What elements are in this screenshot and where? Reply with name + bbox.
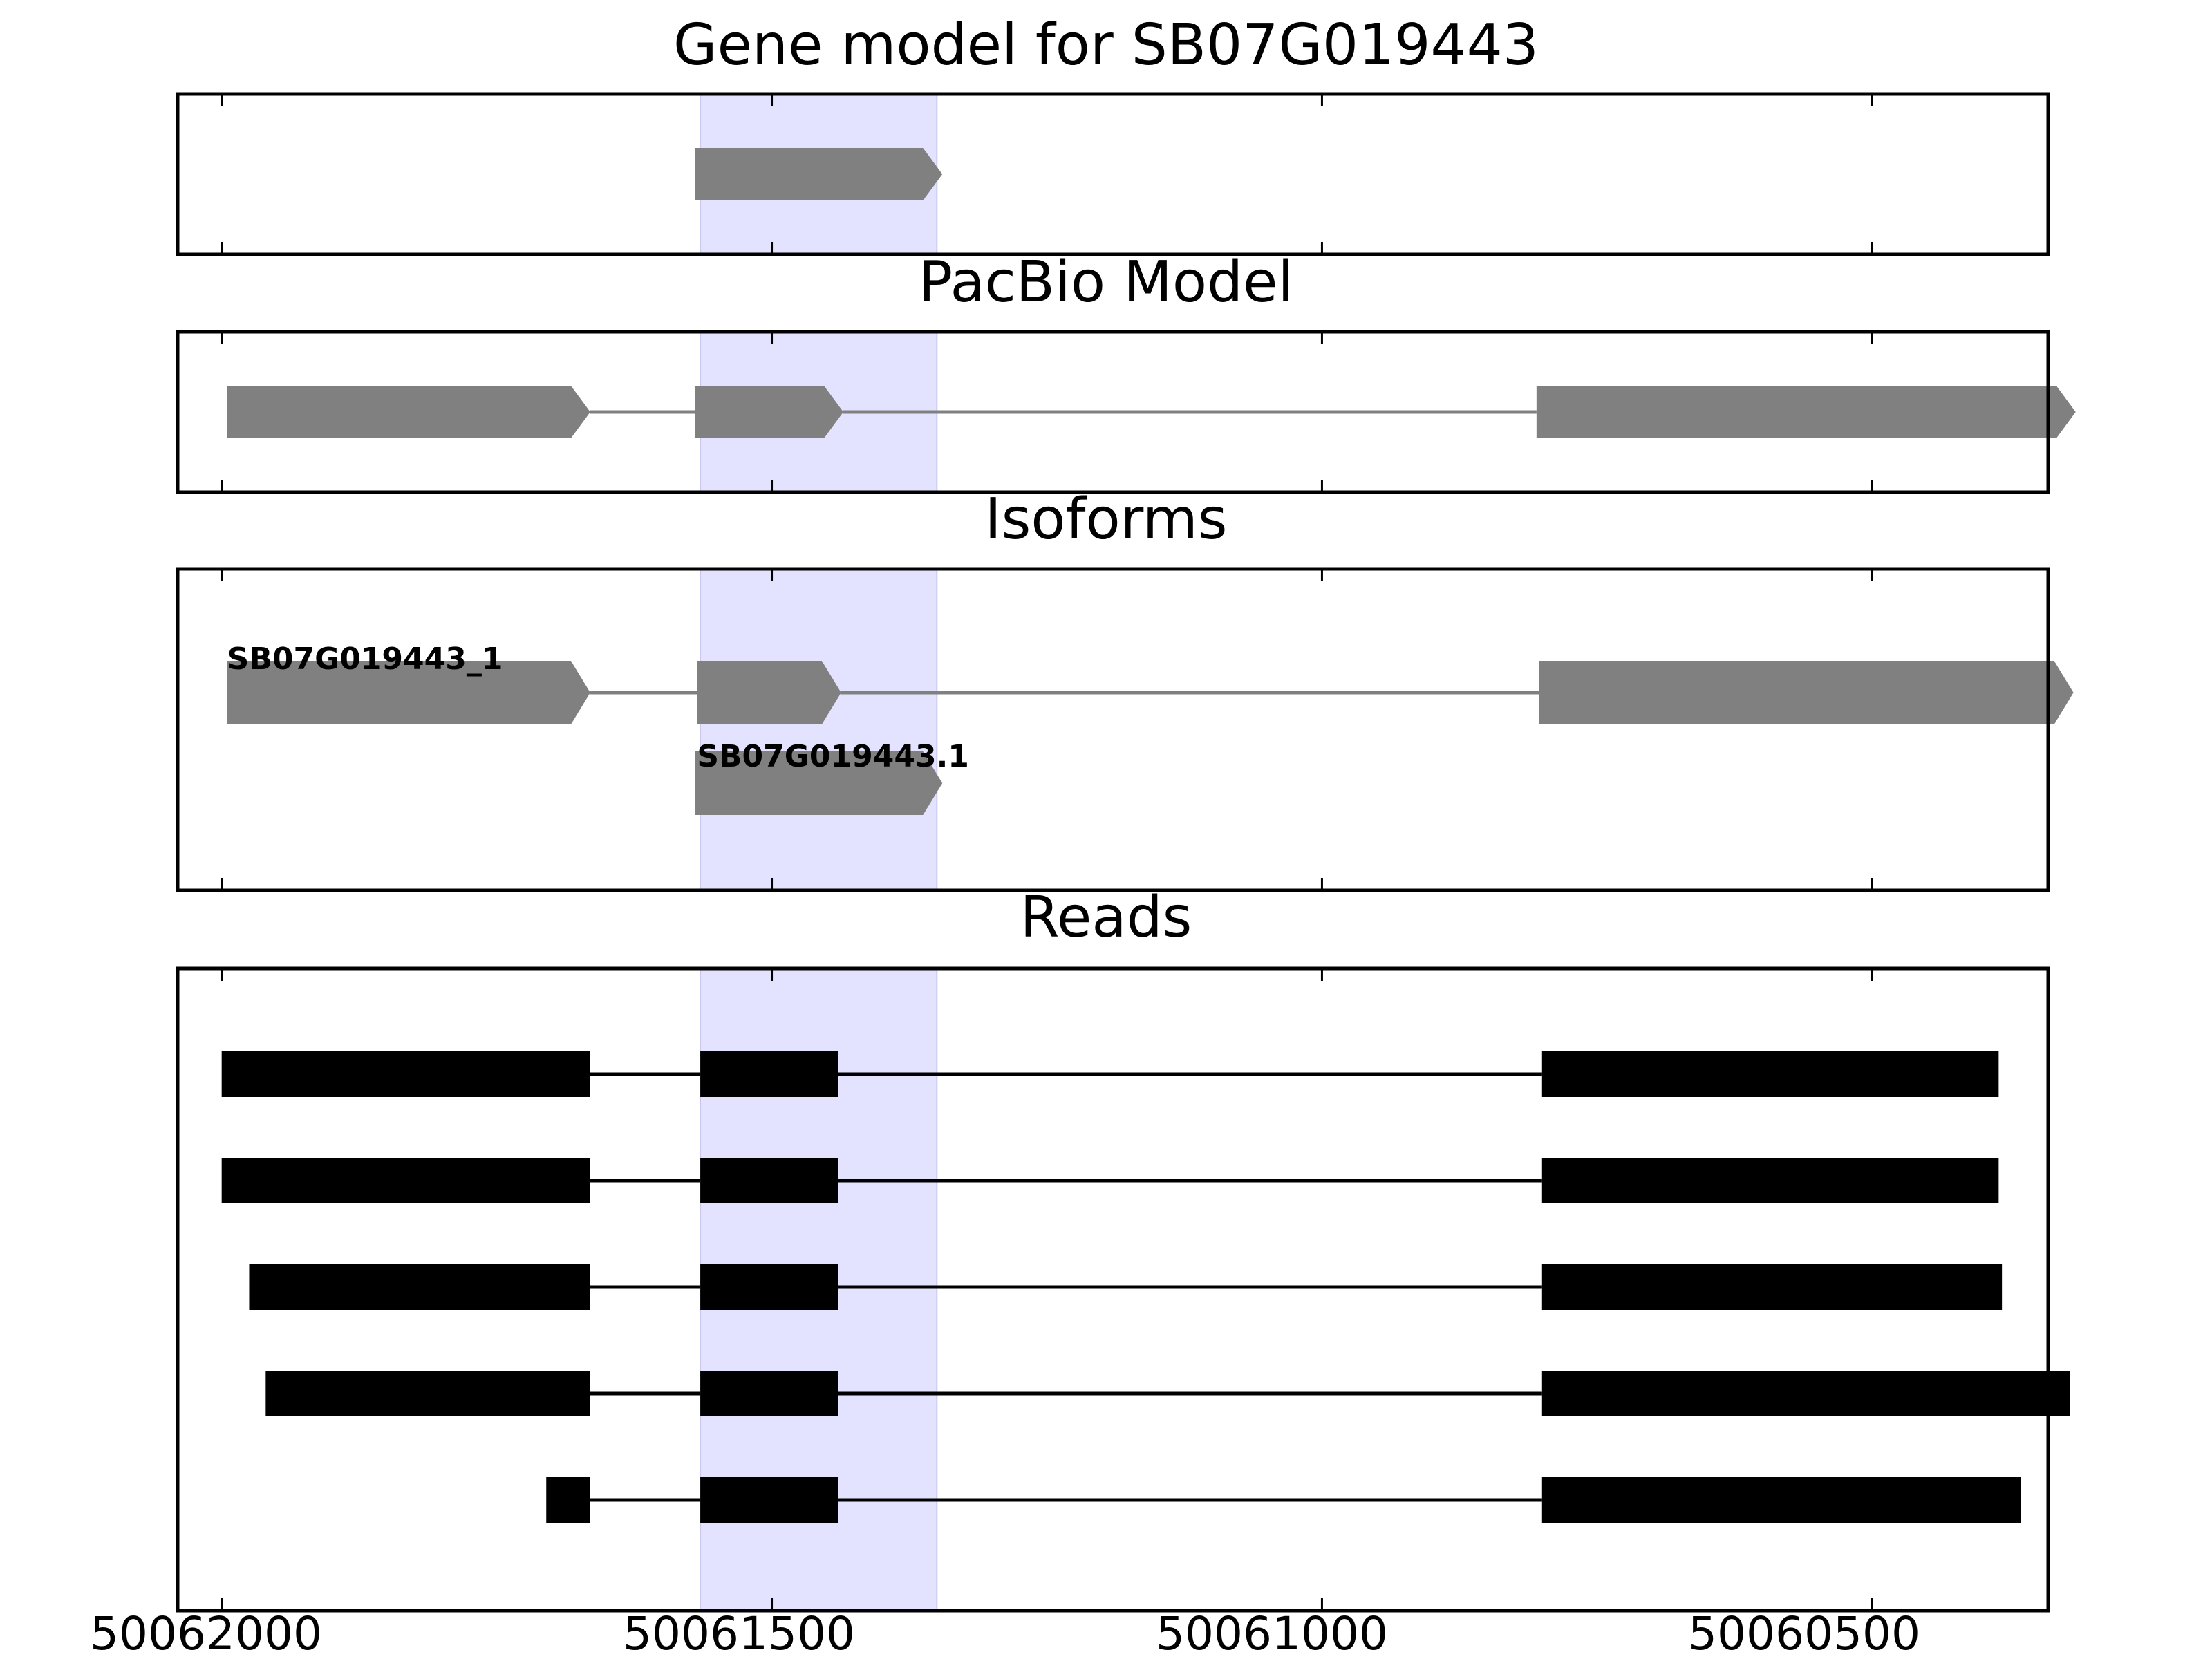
panel-frame [176, 330, 2050, 494]
read-exon [700, 1158, 838, 1203]
read-exon [221, 1158, 590, 1203]
panel-frame [176, 966, 2050, 1613]
plot-layer [176, 92, 2076, 1613]
x-tick-label: 50062000 [90, 1607, 322, 1659]
gene-model-exon [695, 148, 943, 200]
read-exon [700, 1477, 838, 1523]
highlight-band [700, 568, 938, 891]
read-exon [1541, 1158, 1999, 1203]
pacbio-exon [227, 386, 590, 438]
read-exon [1541, 1264, 2003, 1310]
read-exon [546, 1477, 590, 1523]
panel-frame [176, 92, 2050, 256]
read-exon [1541, 1477, 2021, 1523]
x-tick-label: 50061000 [1156, 1607, 1388, 1659]
read-exon [1541, 1051, 1999, 1097]
pacbio-exon [695, 386, 844, 438]
read-exon [700, 1051, 838, 1097]
read-exon [221, 1051, 590, 1097]
isoform-label: SB07G019443_1 [227, 641, 503, 677]
read-exon [265, 1371, 590, 1416]
panel-title-isoforms: Isoforms [985, 487, 1228, 552]
x-tick-label: 50060500 [1688, 1607, 1920, 1659]
isoform-label: SB07G019443.1 [697, 739, 969, 774]
read-exon [700, 1371, 838, 1416]
isoform-exon [695, 751, 943, 815]
panel-title-reads: Reads [1020, 885, 1192, 950]
read-exon [249, 1264, 590, 1310]
x-tick-label: 50061500 [623, 1607, 855, 1659]
isoform-exon [227, 661, 590, 724]
isoform-exon [697, 661, 841, 724]
isoform-exon [1539, 661, 2074, 724]
panel-title-pacbio-model: PacBio Model [919, 250, 1294, 315]
panel-title-gene-model: Gene model for SB07G019443 [673, 12, 1539, 78]
pacbio-exon [1536, 386, 2076, 438]
panel-frame [176, 567, 2050, 892]
read-exon [1541, 1371, 2070, 1416]
read-exon [700, 1264, 838, 1310]
